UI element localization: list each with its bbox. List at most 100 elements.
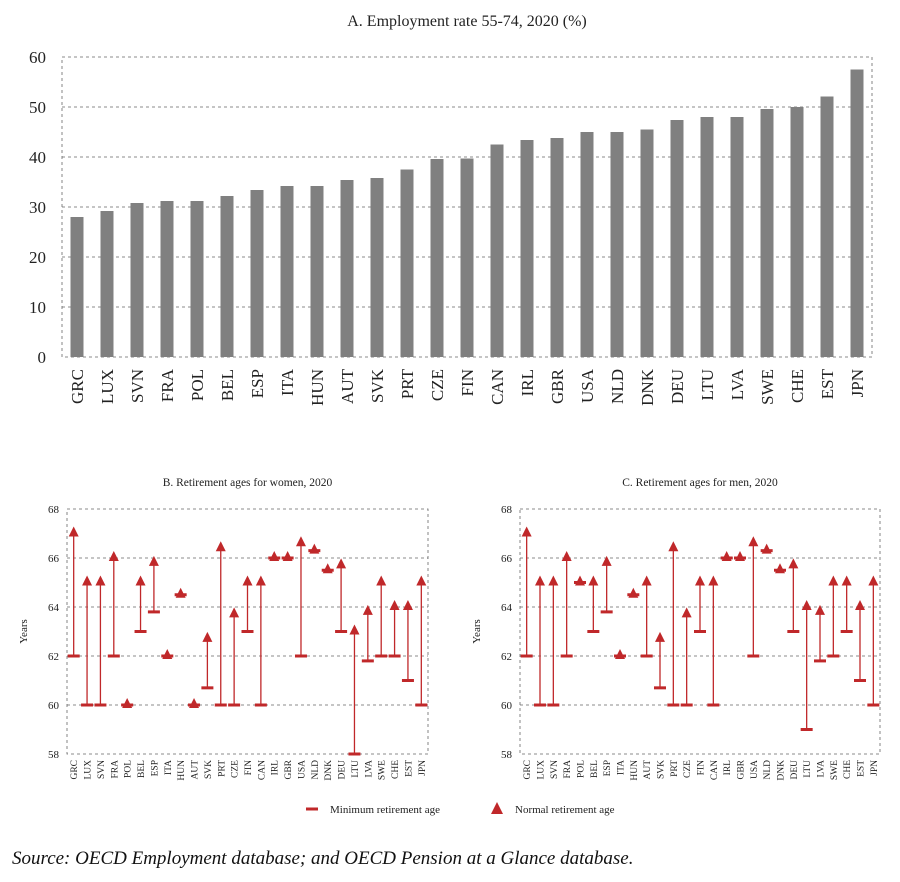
panel-c-retirement-ages: C. Retirement ages for men, 2020 Years 58 6… <box>471 477 881 781</box>
panel-a-bar-dnk <box>640 129 654 357</box>
panel-a-ytick-label: 0 <box>38 348 47 367</box>
panel-c-xtick-label: GBR <box>737 759 747 779</box>
panel-c-ytick-label: 68 <box>501 504 513 516</box>
panel-c-xtick-label: USA <box>750 760 760 779</box>
panel-b-minimum-marker-deu <box>335 630 348 633</box>
panel-a-bar-cze <box>430 159 444 357</box>
panel-b-xtick-label: SWE <box>378 760 388 780</box>
panel-a-bar-bel <box>220 196 234 357</box>
panel-a-xtick-label: HUN <box>308 369 327 406</box>
panel-a-ytick-label: 50 <box>29 98 46 117</box>
panel-a-bar-esp <box>250 190 264 357</box>
panel-b-minimum-marker-lux <box>81 703 94 707</box>
panel-b-xtick-label: ESP <box>150 760 160 776</box>
panel-b-xtick-label: DNK <box>324 760 334 781</box>
panel-c-minimum-marker-lux <box>534 703 546 707</box>
panel-b-minimum-marker-usa <box>294 654 307 658</box>
panel-a-bar-ltu <box>700 117 714 357</box>
panel-a-ytick-label: 20 <box>29 248 46 267</box>
panel-c-xtick-label: CHE <box>843 760 853 779</box>
panel-c-normal-marker-lva <box>815 604 825 615</box>
panel-b-minimum-marker-lva <box>361 659 374 663</box>
panel-c-minimum-marker-aut <box>640 654 653 658</box>
panel-b-normal-marker-svn <box>95 575 106 586</box>
panel-b-xtick-label: BEL <box>137 760 147 778</box>
panel-a-bar-deu <box>670 120 684 357</box>
panel-c-xtick-label: FRA <box>563 760 573 779</box>
panel-c-ylabel: Years <box>471 619 483 644</box>
panel-c-xtick-label: BEL <box>590 760 600 778</box>
panel-a-bar-gbr <box>550 138 564 357</box>
panel-c-xtick-label: GRC <box>523 760 533 780</box>
panel-c-normal-marker-gbr <box>735 551 745 561</box>
panel-b-xtick-label: LVA <box>364 760 374 778</box>
panel-b-normal-marker-lva <box>362 604 373 615</box>
panel-a-xtick-label: DNK <box>638 368 657 406</box>
panel-c-normal-marker-nld <box>761 543 772 554</box>
panel-c-frame <box>519 508 881 755</box>
panel-a-xtick-label: EST <box>818 368 837 399</box>
panel-b-minimum-marker-est <box>401 679 414 682</box>
panel-a-bar-hun <box>310 186 324 357</box>
panel-a-bar-est <box>820 96 834 357</box>
panel-b-normal-marker-fin <box>242 575 253 586</box>
panel-b-xtick-label: EST <box>404 760 414 777</box>
panel-b-minimum-marker-esp <box>147 610 160 614</box>
panel-c-minimum-marker-cze <box>680 703 693 707</box>
panel-b-normal-marker-gbr <box>282 551 293 561</box>
panel-b-xtick-label: CAN <box>257 760 267 780</box>
panel-c-normal-marker-jpn <box>868 575 879 586</box>
panel-c-xtick-label: CZE <box>683 760 693 778</box>
panel-b-minimum-marker-jpn <box>415 703 428 707</box>
panel-c-minimum-marker-ltu <box>800 728 813 731</box>
panel-b-normal-marker-est <box>402 600 413 610</box>
panel-a-bar-svk <box>370 178 384 357</box>
legend: Minimum retirement age Normal retirement … <box>306 802 615 816</box>
panel-c-minimum-marker-est <box>854 679 866 682</box>
panel-c-title: C. Retirement ages for men, 2020 <box>622 477 778 489</box>
panel-c-normal-marker-dnk <box>775 563 785 574</box>
panel-b-ytick-label: 64 <box>48 602 60 614</box>
panel-c-ytick-label: 64 <box>501 602 513 614</box>
panel-b-minimum-marker-cze <box>228 703 241 707</box>
panel-b-xtick-label: NLD <box>311 760 321 780</box>
panel-a-bar-swe <box>760 109 774 357</box>
panel-a-xtick-label: JPN <box>848 369 867 397</box>
panel-b-minimum-marker-fra <box>107 654 120 658</box>
panel-c-normal-marker-deu <box>788 558 799 569</box>
panel-a-bar-lva <box>730 117 744 357</box>
legend-minimum-marker <box>306 807 318 811</box>
panel-b-minimum-marker-che <box>388 654 401 658</box>
panel-c-normal-marker-che <box>841 575 852 586</box>
panel-a-bar-svn <box>130 203 144 357</box>
panel-c-ytick-label: 62 <box>501 651 512 663</box>
panel-c-ytick-label: 66 <box>501 553 513 565</box>
panel-b-normal-marker-che <box>389 600 400 610</box>
panel-a-ytick-label: 60 <box>29 48 46 67</box>
panel-c-xtick-label: JPN <box>870 760 880 776</box>
panel-b-minimum-marker-swe <box>375 654 388 658</box>
panel-b-normal-marker-bel <box>135 575 146 586</box>
panel-c-xtick-label: SVN <box>550 760 560 779</box>
panel-c-xtick-label: CAN <box>710 760 720 780</box>
panel-b-ytick-label: 66 <box>48 553 60 565</box>
panel-c-xtick-label: SWE <box>830 760 840 780</box>
panel-c-xtick-label: NLD <box>763 760 773 780</box>
panel-a-bar-nld <box>610 132 624 357</box>
panel-c-normal-marker-bel <box>588 575 599 586</box>
panel-b-normal-marker-fra <box>108 551 119 561</box>
panel-c-normal-marker-pol <box>575 575 585 586</box>
panel-c-normal-marker-usa <box>748 536 759 547</box>
panel-c-normal-marker-hun <box>628 587 639 598</box>
panel-b-ytick-label: 60 <box>48 700 60 712</box>
source-note: Source: OECD Employment database; and OE… <box>12 848 634 869</box>
panel-a-xtick-label: PRT <box>398 368 417 399</box>
panel-c-ytick-label: 58 <box>501 749 513 761</box>
panel-b-normal-marker-swe <box>376 575 387 586</box>
panel-c-normal-marker-fin <box>695 575 705 586</box>
panel-b-normal-marker-svk <box>202 631 213 642</box>
panel-c-xtick-label: ITA <box>617 760 627 775</box>
panel-b-normal-marker-cze <box>229 607 240 618</box>
panel-c-normal-marker-esp <box>601 555 612 566</box>
